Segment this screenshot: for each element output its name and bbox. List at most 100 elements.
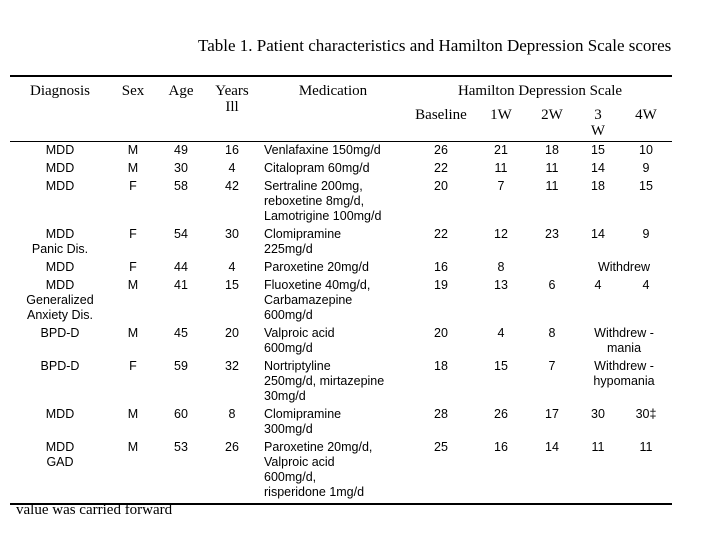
- cell: 32: [225, 359, 239, 373]
- score-cell: 11: [545, 161, 559, 175]
- patient-row: MDD M 60 8 Clomipramine 300mg/d 28 26 17 30 30‡: [10, 406, 672, 439]
- cell: MDD Generalized Anxiety Dis.: [10, 277, 110, 325]
- cell: 44: [174, 260, 188, 274]
- score-cell: 12: [494, 227, 508, 241]
- group-header: Hamilton Depression Scale: [408, 75, 673, 101]
- patient-row: BPD-D F 59 32 Nortriptyline 250mg/d, mirtazep…: [10, 358, 672, 406]
- cell: Paroxetine 20mg/d, Valproic acid 600mg/d, r…: [258, 439, 408, 505]
- patient-row: MDD Generalized Anxiety Dis. M 41 15 Fluoxetin…: [10, 277, 672, 325]
- cell: M: [127, 326, 139, 340]
- cell: Citalopram 60mg/d: [258, 160, 408, 178]
- cell: Clomipramine 225mg/d: [258, 226, 408, 259]
- cell: MDD Panic Dis.: [10, 226, 110, 259]
- score-cell: 17: [545, 407, 559, 421]
- cell: MDD: [45, 143, 75, 157]
- cell: MDD GAD: [10, 439, 110, 505]
- score-cell: 20: [434, 179, 448, 193]
- table-title: Table 1. Patient characteristics and Ham…: [198, 36, 672, 55]
- column-header: Medication: [258, 75, 408, 142]
- score-cell: 4: [497, 326, 505, 340]
- score-cell: 15: [494, 359, 508, 373]
- score-cell: 13: [494, 278, 508, 292]
- patient-row: MDD M 49 16 Venlafaxine 150mg/d 26 21 18 15 10: [10, 142, 672, 161]
- cell: 45: [174, 326, 188, 340]
- cell: 60: [174, 407, 188, 421]
- cell-line: 225mg/d: [264, 242, 313, 256]
- score-cell: 25: [408, 439, 474, 505]
- cell-line: MDD: [45, 278, 75, 292]
- cell: M: [127, 407, 139, 421]
- cell: M: [127, 143, 139, 157]
- score-cell: 16: [434, 260, 448, 274]
- cell-line: Sertraline 200mg,: [264, 179, 363, 193]
- score-cell: 20: [434, 326, 448, 340]
- column-header: Years Ill: [206, 75, 258, 142]
- sub-header: 2W: [528, 101, 576, 142]
- cell: 30: [174, 161, 188, 175]
- cell: MDD: [45, 161, 75, 175]
- score-cell: 6: [548, 278, 556, 292]
- score-cell: 14: [528, 439, 576, 505]
- column-header: Age: [156, 75, 206, 142]
- cell: 20: [225, 326, 239, 340]
- cell-line: Panic Dis.: [31, 242, 89, 256]
- cell-line: 30mg/d: [264, 389, 306, 403]
- patient-row: MDD Panic Dis. F 54 30 Clomipramine 225mg/d 22 1…: [10, 226, 672, 259]
- score-cell: 30: [591, 407, 605, 421]
- cell-line: hypomania: [593, 374, 655, 388]
- cell-line: 600mg/d,: [264, 470, 317, 484]
- cell: 4: [228, 161, 236, 175]
- cell: 4: [228, 260, 236, 274]
- cell-line: Lamotrigine 100mg/d: [264, 209, 382, 223]
- cell: M: [127, 161, 139, 175]
- cell-line: Nortriptyline: [264, 359, 331, 373]
- patient-row: MDD GAD M 53 26 Paroxetine 20mg/d, Valproic ac…: [10, 439, 673, 505]
- cell: Fluoxetine 40mg/d, Carbamazepine 600mg/d: [258, 277, 408, 325]
- status-cell: Withdrew: [576, 259, 672, 277]
- score-cell: 18: [434, 359, 448, 373]
- score-cell: 14: [591, 227, 605, 241]
- score-cell: 11: [494, 161, 508, 175]
- score-cell: 9: [642, 227, 650, 241]
- score-cell: 14: [591, 161, 605, 175]
- cell-line: Valproic acid: [264, 326, 335, 340]
- status-cell: Withdrew - mania: [576, 325, 672, 358]
- cell: Clomipramine 300mg/d: [258, 406, 408, 439]
- cell: 53: [156, 439, 206, 505]
- cell-line: risperidone 1mg/d: [264, 485, 365, 499]
- cell: MDD: [45, 407, 75, 421]
- cell: 26: [206, 439, 258, 505]
- cell-line: Carbamazepine: [264, 293, 353, 307]
- cell: BPD-D: [40, 326, 80, 340]
- score-cell: 18: [545, 143, 559, 157]
- footnote: value was carried forward: [16, 502, 173, 518]
- cell: M: [127, 278, 139, 292]
- cell-line: Fluoxetine 40mg/d,: [264, 278, 371, 292]
- cell: MDD: [45, 179, 75, 193]
- cell-line: Citalopram 60mg/d: [264, 161, 370, 175]
- sub-header: Baseline: [408, 101, 474, 142]
- cell-line: Valproic acid: [264, 455, 335, 469]
- cell-line: W: [590, 123, 606, 139]
- cell-line: 600mg/d: [264, 341, 313, 355]
- cell: 16: [225, 143, 239, 157]
- cell-line: Clomipramine: [264, 407, 342, 421]
- cell: Sertraline 200mg, reboxetine 8mg/d, Lamotr…: [258, 178, 408, 226]
- score-cell: 23: [545, 227, 559, 241]
- cell-line: 250mg/d, mirtazepine: [264, 374, 385, 388]
- cell: MDD: [45, 260, 75, 274]
- table-head: Diagnosis Sex Age Years Ill Medication Hamilto…: [10, 75, 673, 142]
- score-cell: 22: [434, 227, 448, 241]
- status-cell: Withdrew - hypomania: [576, 358, 672, 406]
- cell: Valproic acid 600mg/d: [258, 325, 408, 358]
- cell: 41: [174, 278, 188, 292]
- column-header: Diagnosis: [10, 75, 110, 142]
- patient-table: Diagnosis Sex Age Years Ill Medication Hamilto…: [10, 75, 673, 505]
- cell: Nortriptyline 250mg/d, mirtazepine 30mg/d: [258, 358, 408, 406]
- cell-line: MDD: [45, 440, 75, 454]
- cell-line: Clomipramine: [264, 227, 342, 241]
- empty-cell: [528, 259, 576, 277]
- cell: Paroxetine 20mg/d: [258, 259, 408, 277]
